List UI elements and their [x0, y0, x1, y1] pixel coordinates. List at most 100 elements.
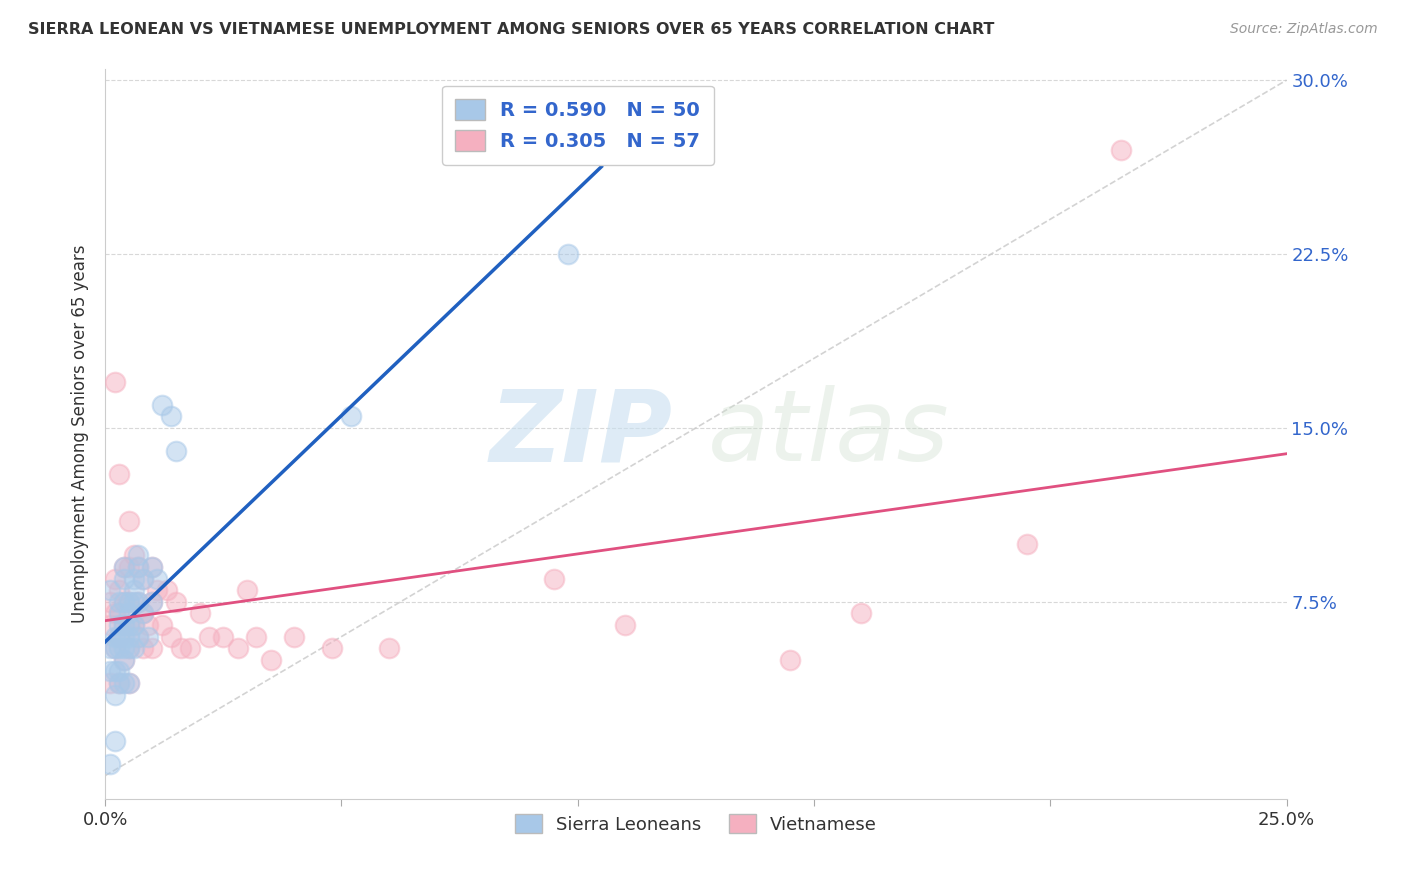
Point — [104, 688, 127, 702]
Point — [98, 595, 121, 609]
Point — [543, 572, 565, 586]
Text: ZIP: ZIP — [489, 385, 672, 483]
Point — [118, 560, 141, 574]
Point — [104, 665, 127, 679]
Point — [112, 618, 135, 632]
Point — [127, 595, 149, 609]
Legend: Sierra Leoneans, Vietnamese: Sierra Leoneans, Vietnamese — [503, 804, 887, 845]
Point — [112, 641, 135, 656]
Point — [377, 641, 399, 656]
Point — [122, 618, 145, 632]
Point — [141, 560, 163, 574]
Point — [245, 630, 267, 644]
Point — [108, 618, 131, 632]
Point — [108, 676, 131, 690]
Point — [112, 653, 135, 667]
Point — [98, 618, 121, 632]
Point — [146, 583, 169, 598]
Point — [150, 618, 173, 632]
Point — [122, 583, 145, 598]
Point — [108, 607, 131, 621]
Point — [557, 247, 579, 261]
Point — [118, 595, 141, 609]
Point — [108, 583, 131, 598]
Point — [141, 595, 163, 609]
Point — [127, 560, 149, 574]
Point — [112, 630, 135, 644]
Point — [98, 641, 121, 656]
Point — [118, 618, 141, 632]
Point — [212, 630, 235, 644]
Point — [122, 641, 145, 656]
Point — [112, 560, 135, 574]
Point — [122, 572, 145, 586]
Point — [141, 595, 163, 609]
Point — [112, 572, 135, 586]
Point — [112, 595, 135, 609]
Point — [236, 583, 259, 598]
Point — [779, 653, 801, 667]
Point — [118, 676, 141, 690]
Point — [614, 618, 637, 632]
Point — [122, 595, 145, 609]
Point — [108, 630, 131, 644]
Point — [118, 641, 141, 656]
Point — [141, 641, 163, 656]
Point — [136, 618, 159, 632]
Point — [118, 618, 141, 632]
Point — [127, 630, 149, 644]
Y-axis label: Unemployment Among Seniors over 65 years: Unemployment Among Seniors over 65 years — [72, 244, 89, 623]
Point — [112, 618, 135, 632]
Point — [108, 607, 131, 621]
Point — [132, 607, 155, 621]
Point — [127, 560, 149, 574]
Point — [198, 630, 221, 644]
Point — [98, 676, 121, 690]
Point — [108, 676, 131, 690]
Point — [104, 734, 127, 748]
Point — [118, 607, 141, 621]
Point — [112, 676, 135, 690]
Point — [226, 641, 249, 656]
Point — [132, 572, 155, 586]
Point — [259, 653, 281, 667]
Point — [112, 653, 135, 667]
Text: atlas: atlas — [707, 385, 949, 483]
Point — [108, 630, 131, 644]
Point — [127, 549, 149, 563]
Point — [118, 595, 141, 609]
Point — [118, 676, 141, 690]
Point — [104, 375, 127, 389]
Point — [108, 467, 131, 482]
Point — [141, 560, 163, 574]
Point — [1109, 143, 1132, 157]
Point — [150, 398, 173, 412]
Point — [98, 665, 121, 679]
Point — [851, 607, 873, 621]
Point — [127, 630, 149, 644]
Point — [160, 630, 183, 644]
Point — [104, 641, 127, 656]
Point — [104, 607, 127, 621]
Point — [165, 595, 187, 609]
Point — [98, 583, 121, 598]
Point — [108, 665, 131, 679]
Point — [104, 572, 127, 586]
Point — [132, 641, 155, 656]
Point — [118, 514, 141, 528]
Point — [104, 630, 127, 644]
Point — [170, 641, 193, 656]
Point — [104, 641, 127, 656]
Point — [321, 641, 343, 656]
Point — [283, 630, 305, 644]
Point — [1015, 537, 1038, 551]
Point — [340, 409, 363, 424]
Point — [132, 607, 155, 621]
Point — [122, 549, 145, 563]
Point — [127, 595, 149, 609]
Point — [118, 641, 141, 656]
Point — [179, 641, 201, 656]
Point — [136, 630, 159, 644]
Point — [188, 607, 211, 621]
Point — [108, 641, 131, 656]
